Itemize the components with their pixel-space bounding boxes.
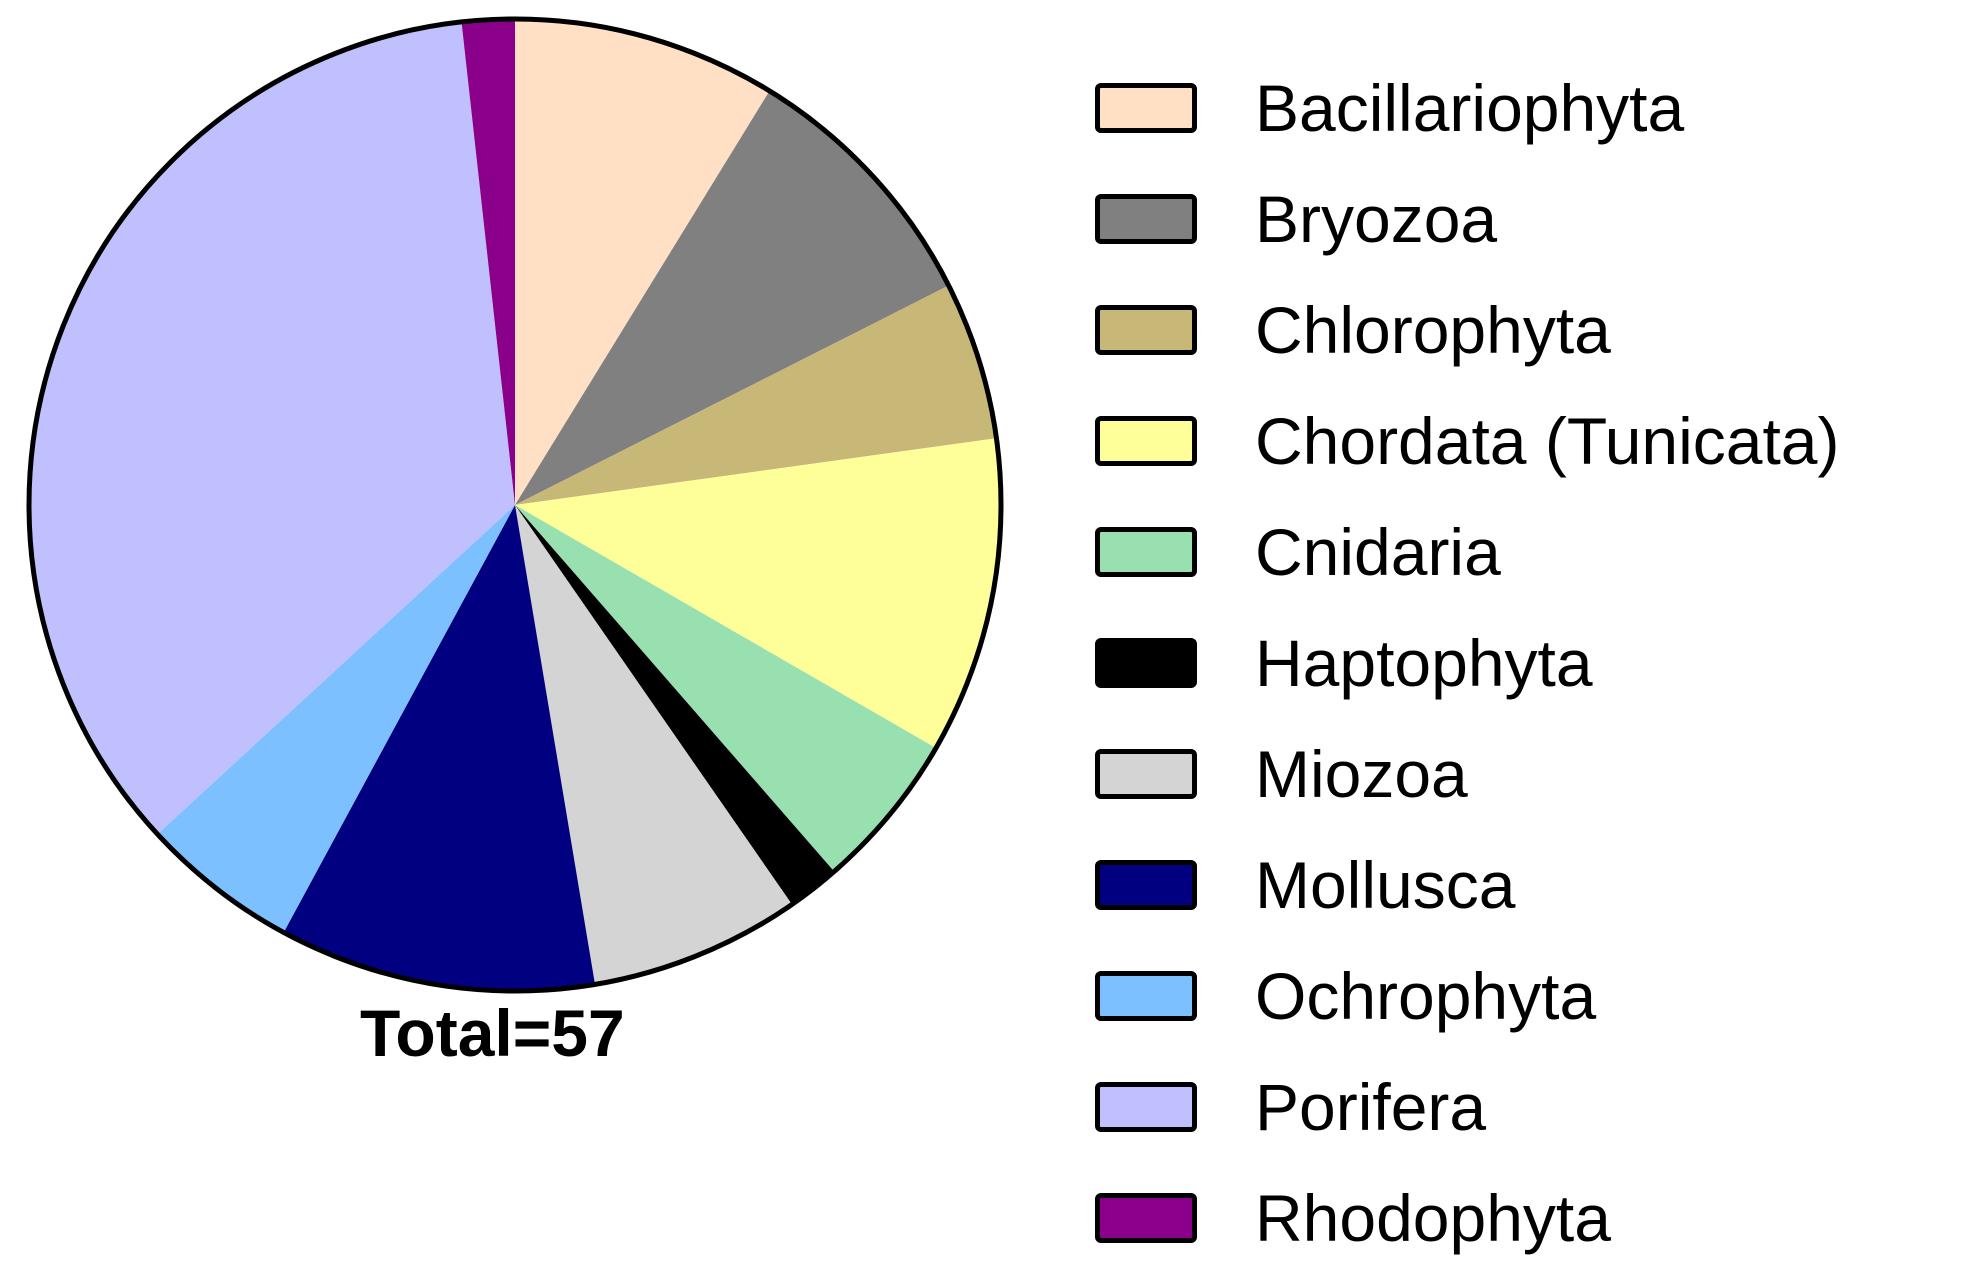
legend-label: Cnidaria	[1255, 514, 1501, 589]
legend-label: Chordata (Tunicata)	[1255, 403, 1840, 478]
pie-slice-miozoa	[515, 505, 792, 985]
legend-item: Miozoa	[1095, 718, 1840, 829]
total-label: Total=57	[360, 996, 625, 1070]
legend-swatch	[1095, 193, 1197, 244]
pie-slice-haptophyta	[515, 505, 835, 905]
legend-item: Chordata (Tunicata)	[1095, 385, 1840, 496]
legend-item: Ochrophyta	[1095, 940, 1840, 1051]
legend-item: Bacillariophyta	[1095, 52, 1840, 163]
pie-outline	[26, 16, 1004, 994]
pie-slice-mollusca	[283, 505, 595, 991]
legend-item: Porifera	[1095, 1051, 1840, 1162]
legend-label: Chlorophyta	[1255, 292, 1611, 367]
legend-swatch	[1095, 859, 1197, 910]
legend-swatch	[1095, 970, 1197, 1021]
legend-item: Rhodophyta	[1095, 1162, 1840, 1273]
legend-swatch	[1095, 748, 1197, 799]
legend-swatch	[1095, 1192, 1197, 1243]
legend: Bacillariophyta Bryozoa Chlorophyta Chordat…	[1095, 52, 1840, 1273]
legend-label: Mollusca	[1255, 847, 1516, 922]
legend-swatch	[1095, 82, 1197, 133]
pie-slice-ochrophyta	[157, 505, 516, 933]
pie-slice-bryozoa	[515, 90, 949, 506]
legend-label: Miozoa	[1255, 736, 1468, 811]
legend-label: Porifera	[1255, 1069, 1487, 1144]
legend-item: Cnidaria	[1095, 496, 1840, 607]
legend-label: Ochrophyta	[1255, 958, 1597, 1033]
legend-item: Bryozoa	[1095, 163, 1840, 274]
legend-label: Rhodophyta	[1255, 1180, 1611, 1255]
legend-swatch	[1095, 1081, 1197, 1132]
legend-swatch	[1095, 637, 1197, 688]
legend-item: Chlorophyta	[1095, 274, 1840, 385]
pie-slice-porifera	[29, 21, 515, 835]
pie-slice-chordata-tunicata	[515, 438, 1001, 748]
legend-label: Bacillariophyta	[1255, 70, 1685, 145]
legend-item: Mollusca	[1095, 829, 1840, 940]
pie-slice-cnidaria	[515, 505, 936, 872]
legend-swatch	[1095, 304, 1197, 355]
legend-item: Haptophyta	[1095, 607, 1840, 718]
pie-slice-bacillariophyta	[515, 19, 770, 505]
legend-label: Bryozoa	[1255, 181, 1498, 256]
pie-slice-rhodophyta	[461, 19, 515, 505]
legend-swatch	[1095, 526, 1197, 577]
pie-slice-chlorophyta	[515, 285, 997, 505]
legend-label: Haptophyta	[1255, 625, 1593, 700]
legend-swatch	[1095, 415, 1197, 466]
